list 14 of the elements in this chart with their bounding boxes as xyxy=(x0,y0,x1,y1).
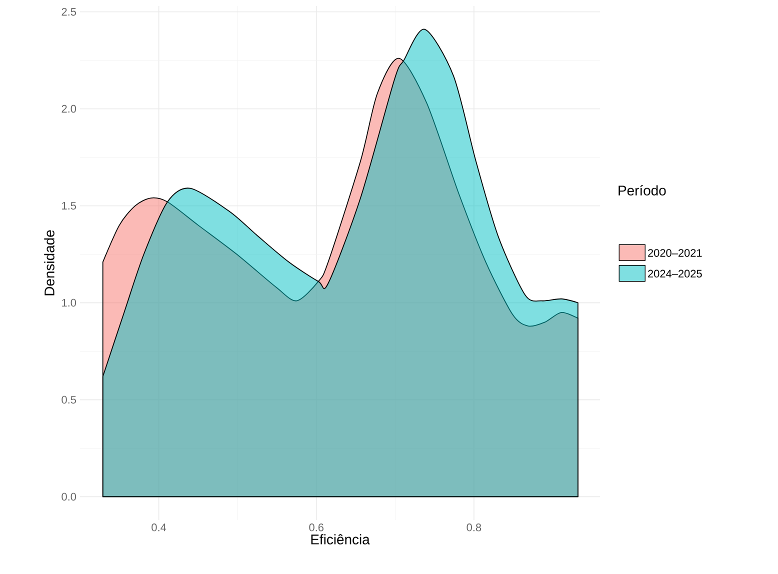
x-tick-label: 0.4 xyxy=(152,524,166,532)
y-tick-label: 0.0 xyxy=(62,492,76,501)
y-tick-label: 2.0 xyxy=(62,104,76,113)
x-axis-title: Eficiência xyxy=(311,534,370,544)
y-axis-title: Densidade xyxy=(44,230,54,296)
y-tick-label: 1.5 xyxy=(62,202,76,210)
legend-title: Período xyxy=(618,185,666,196)
x-tick-label: 0.6 xyxy=(309,524,324,532)
y-tick-label: 1.0 xyxy=(62,298,76,307)
legend-label: 2024–2025 xyxy=(648,270,702,278)
x-tick-label: 0.8 xyxy=(466,524,482,532)
legend-label: 2020–2021 xyxy=(648,249,702,257)
y-tick-label: 0.5 xyxy=(62,396,76,404)
y-tick-label: 2.5 xyxy=(62,8,76,16)
